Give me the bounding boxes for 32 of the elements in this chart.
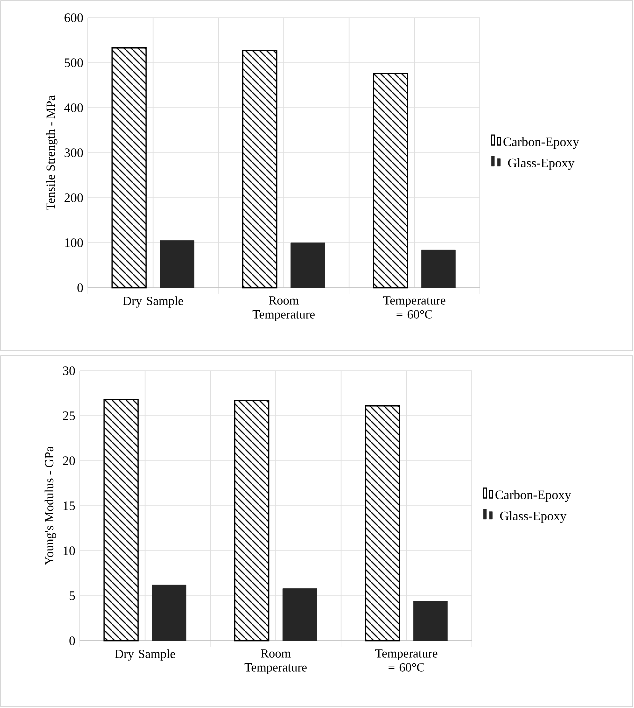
x-tick-label: Temperature = 60°C — [384, 296, 446, 319]
bar — [413, 601, 448, 642]
y-tick-label: 200 — [64, 194, 84, 202]
y-tick-label: 5 — [70, 592, 76, 600]
y-tick-label: 100 — [65, 238, 84, 248]
legend-label: Glass-Epoxy — [508, 158, 575, 170]
y-tick-label: 0 — [70, 636, 76, 646]
y-tick-label: 0 — [78, 284, 84, 292]
legend-label: Glass-Epoxy — [500, 511, 567, 524]
legend-label: Carbon-Epoxy — [504, 137, 580, 150]
x-tick-label: Dry Sample — [115, 650, 176, 661]
bar — [152, 584, 187, 642]
y-tick-label: 500 — [64, 58, 84, 68]
bar — [421, 250, 456, 288]
y-tick-label: 20 — [63, 456, 76, 466]
x-tick-label: Room Temperature — [244, 650, 307, 674]
x-tick-label: Dry Sample — [123, 296, 184, 308]
x-tick-label: Temperature = 60°C — [376, 650, 438, 672]
bar — [290, 242, 326, 288]
y-tick-label: 10 — [64, 546, 76, 556]
bar — [282, 588, 318, 642]
y-axis-title: Young's Modulus - GPa — [44, 446, 56, 566]
y-tick-label: 600 — [64, 14, 84, 22]
legend-label: Carbon-Epoxy — [496, 490, 572, 502]
y-tick-label: 300 — [64, 148, 84, 158]
bar — [160, 240, 195, 288]
y-tick-label: 30 — [63, 366, 76, 376]
x-tick-label: Room Temperature — [252, 296, 315, 322]
y-tick-label: 25 — [63, 412, 76, 420]
y-tick-label: 400 — [64, 104, 84, 112]
y-axis-title: Tensile Strength - MPa — [46, 96, 58, 210]
y-tick-label: 15 — [64, 502, 76, 510]
